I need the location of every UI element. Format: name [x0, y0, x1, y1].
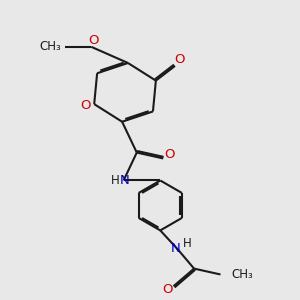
Text: O: O	[162, 283, 172, 296]
Text: O: O	[81, 99, 91, 112]
Text: O: O	[174, 53, 184, 66]
Text: N: N	[171, 242, 180, 254]
Text: H: H	[183, 237, 192, 250]
Text: CH₃: CH₃	[40, 40, 61, 53]
Text: H: H	[110, 174, 119, 187]
Text: O: O	[88, 34, 99, 47]
Text: N: N	[120, 174, 130, 187]
Text: O: O	[164, 148, 174, 160]
Text: CH₃: CH₃	[232, 268, 253, 281]
